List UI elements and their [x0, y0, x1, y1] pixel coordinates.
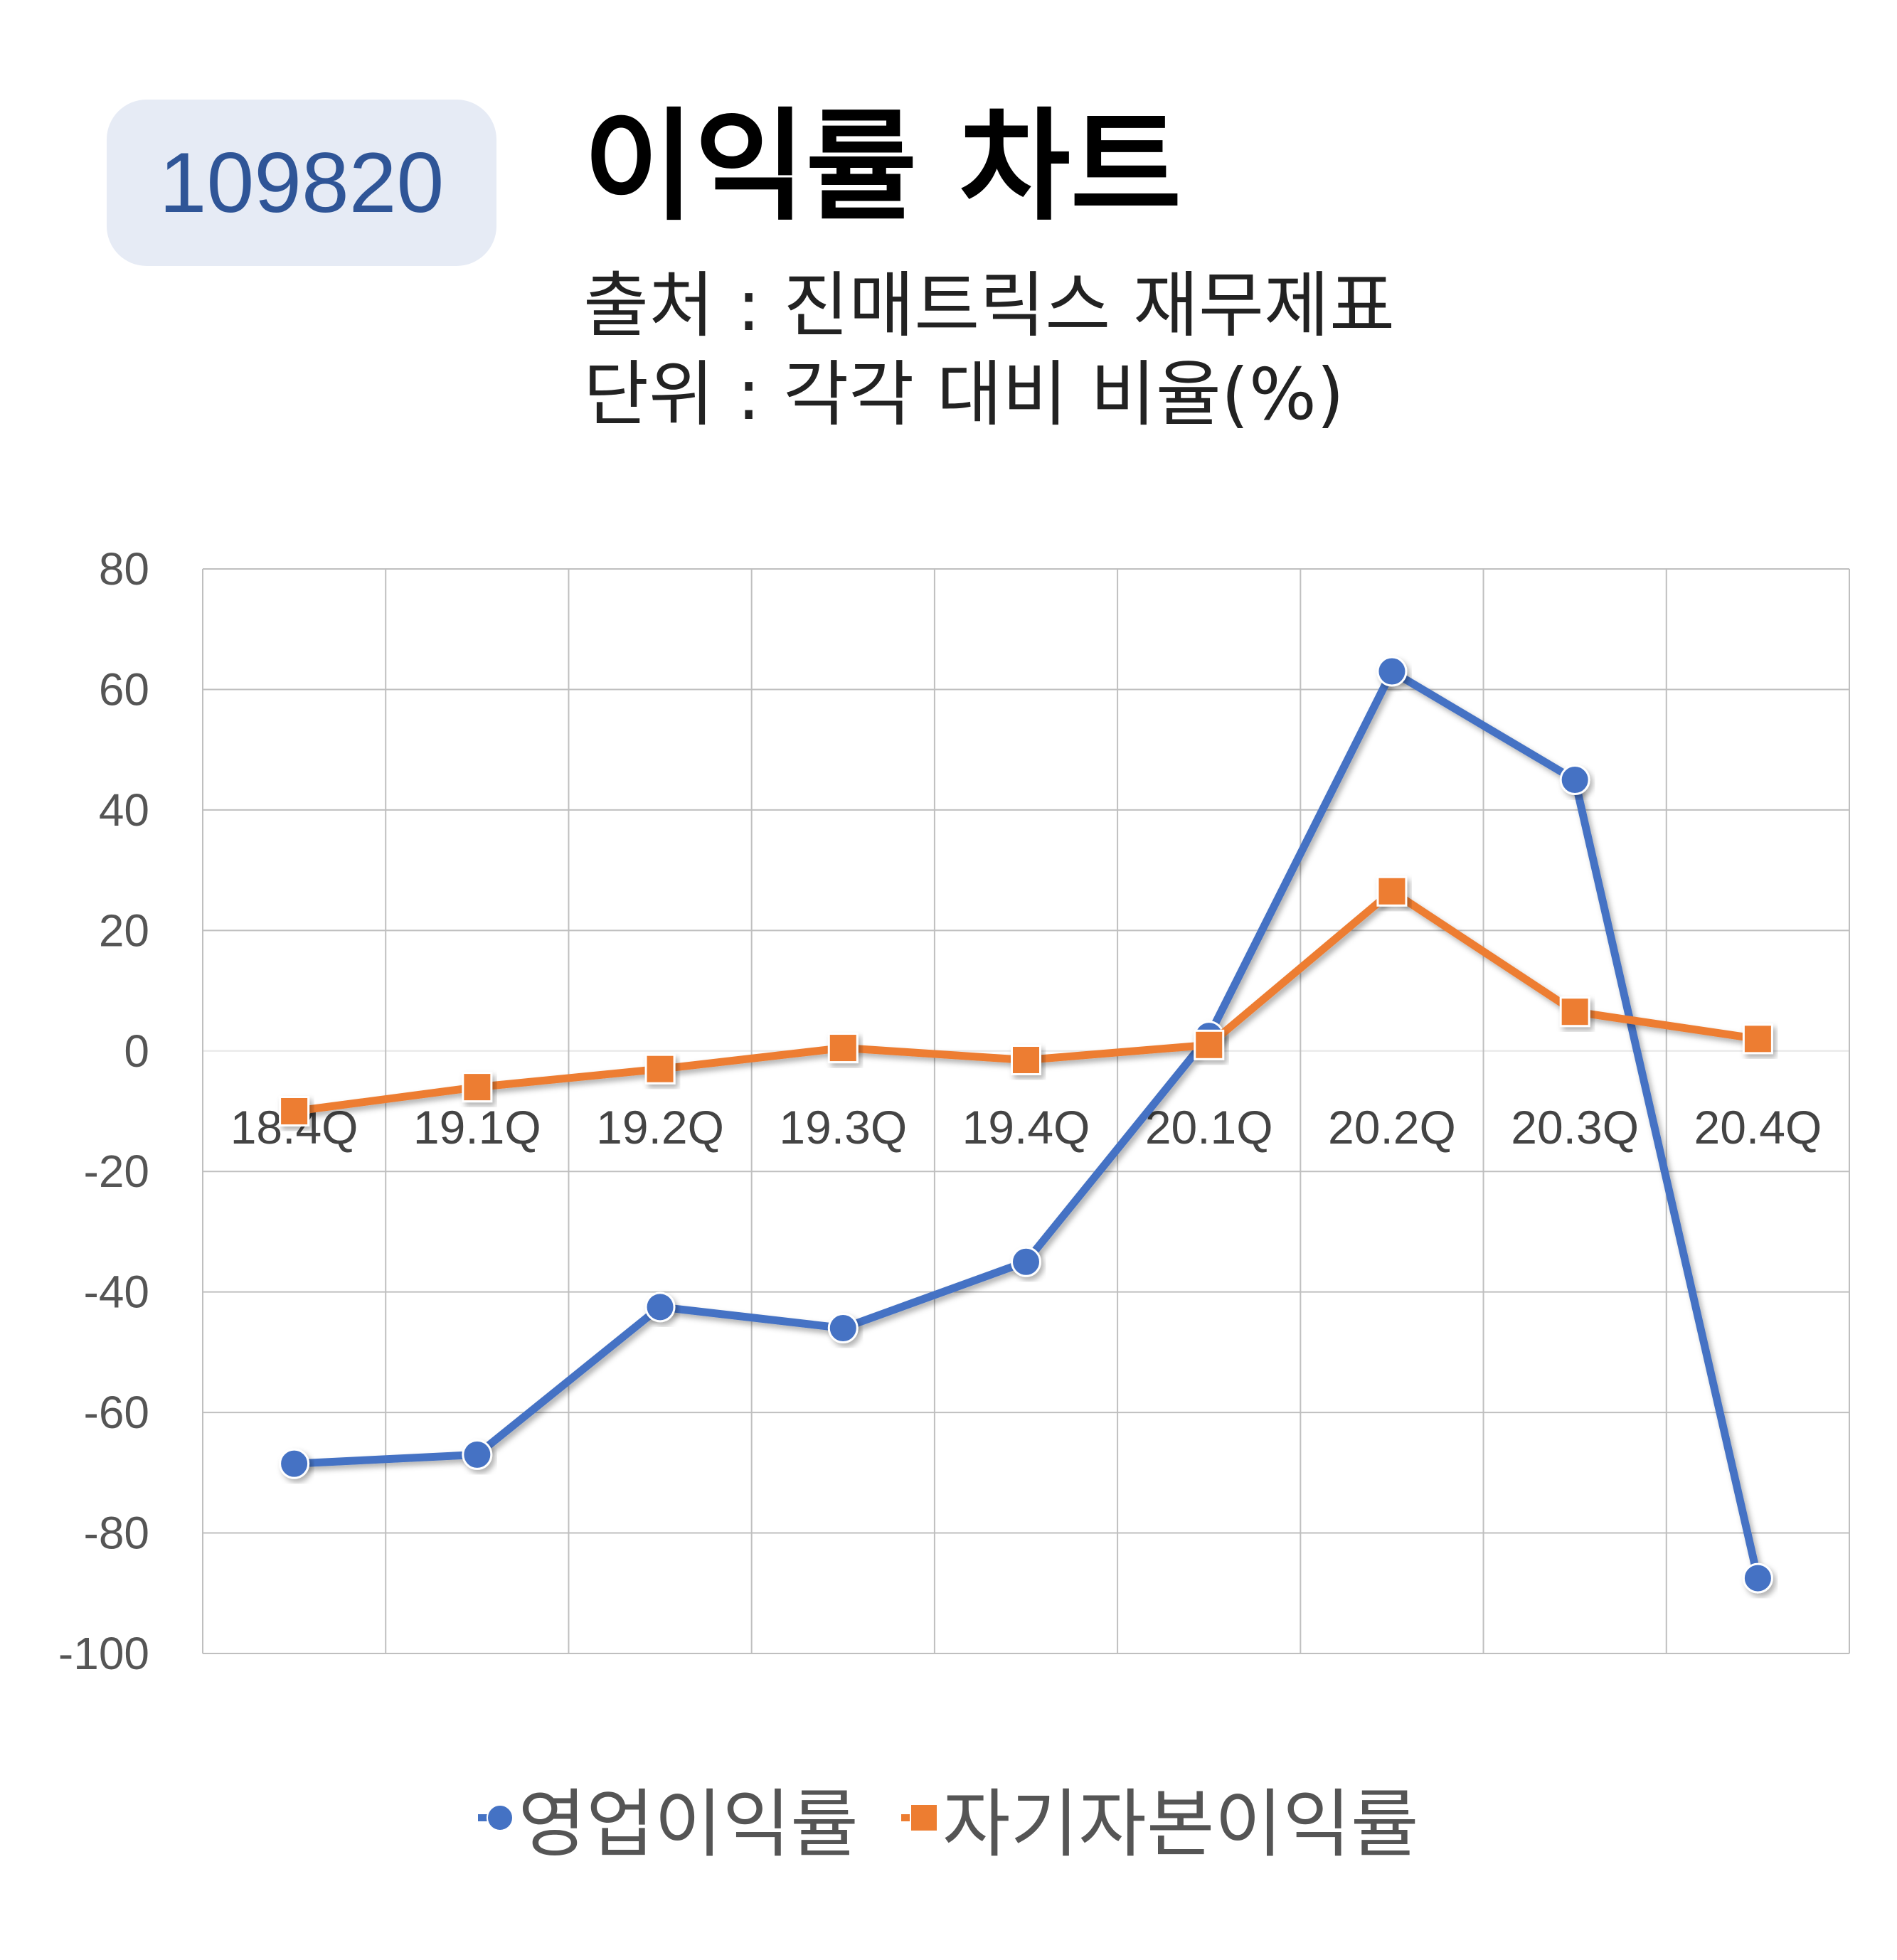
data-point — [462, 1072, 493, 1103]
data-point — [279, 1448, 310, 1479]
y-tick-label: -100 — [58, 1628, 149, 1679]
x-tick-label: 19.1Q — [413, 1101, 541, 1154]
legend: 영업이익률 자기자본이익률 — [0, 1764, 1897, 1871]
y-tick-label: 80 — [99, 543, 149, 595]
x-tick-label: 19.4Q — [962, 1101, 1090, 1154]
data-point — [644, 1053, 676, 1085]
source-label: 출처 : 진매트릭스 재무제표 — [583, 264, 1396, 347]
data-point — [279, 1096, 310, 1127]
y-tick-label: 60 — [99, 664, 149, 715]
data-point — [644, 1291, 676, 1323]
data-point — [1559, 996, 1590, 1028]
unit-label: 단위 : 각각 대비 비율(%) — [583, 353, 1344, 436]
y-tick-label: 20 — [99, 905, 149, 956]
data-point — [462, 1439, 493, 1470]
series — [279, 656, 1773, 1594]
data-point — [827, 1033, 859, 1064]
data-point — [1742, 1023, 1773, 1055]
stock-code-badge: 109820 — [107, 100, 496, 266]
data-point — [1376, 875, 1408, 907]
x-tick-label: 20.2Q — [1328, 1101, 1456, 1154]
y-tick-label: 40 — [99, 784, 149, 836]
x-tick-label: 20.3Q — [1511, 1101, 1639, 1154]
x-axis-labels: 18.4Q 19.1Q 19.2Q 19.3Q 19.4Q 20.1Q 20.2Q 20.3Q… — [230, 1101, 1822, 1154]
data-point — [1011, 1246, 1041, 1277]
y-tick-label: -40 — [84, 1267, 150, 1318]
y-tick-label: -60 — [84, 1387, 150, 1438]
legend-label: 영업이익률 — [518, 1781, 859, 1868]
chart-title: 이익률 차트 — [583, 97, 1182, 238]
legend-item-roe[interactable]: 자기자본이익률 — [900, 1764, 1419, 1871]
x-tick-label: 20.1Q — [1145, 1101, 1273, 1154]
x-tick-label: 19.3Q — [779, 1101, 907, 1154]
line-chart: 18.4Q 19.1Q 19.2Q 19.3Q 19.4Q 20.1Q 20.2Q 20.3Q… — [58, 543, 1850, 1679]
grid — [202, 568, 1850, 1654]
y-axis-labels: 80 60 40 20 0 -20 -40 -60 -80 -100 — [58, 543, 149, 1679]
x-tick-label: 19.2Q — [596, 1101, 724, 1154]
square-marker-icon — [909, 1803, 938, 1832]
legend-label: 자기자본이익률 — [942, 1781, 1419, 1868]
data-point — [1376, 656, 1408, 687]
series-line — [293, 887, 1759, 1115]
x-tick-label: 20.4Q — [1694, 1101, 1822, 1154]
y-tick-label: -80 — [84, 1508, 150, 1559]
y-tick-label: 0 — [124, 1026, 149, 1077]
data-point — [1559, 765, 1590, 796]
data-point — [1194, 1029, 1225, 1060]
data-point — [1742, 1562, 1773, 1594]
data-point — [827, 1313, 859, 1343]
y-tick-label: -20 — [84, 1146, 150, 1197]
circle-marker-icon — [487, 1804, 514, 1831]
data-point — [1011, 1044, 1041, 1075]
legend-item-operating-margin[interactable]: 영업이익률 — [478, 1764, 859, 1871]
